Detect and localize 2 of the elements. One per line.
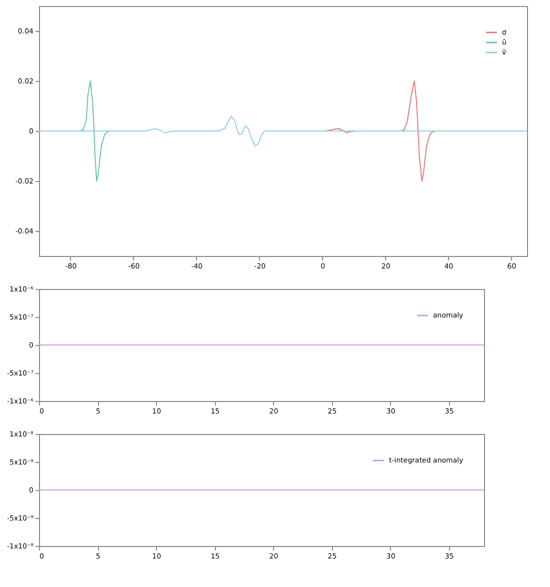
line-series [79, 80, 112, 182]
line-series [39, 116, 527, 146]
